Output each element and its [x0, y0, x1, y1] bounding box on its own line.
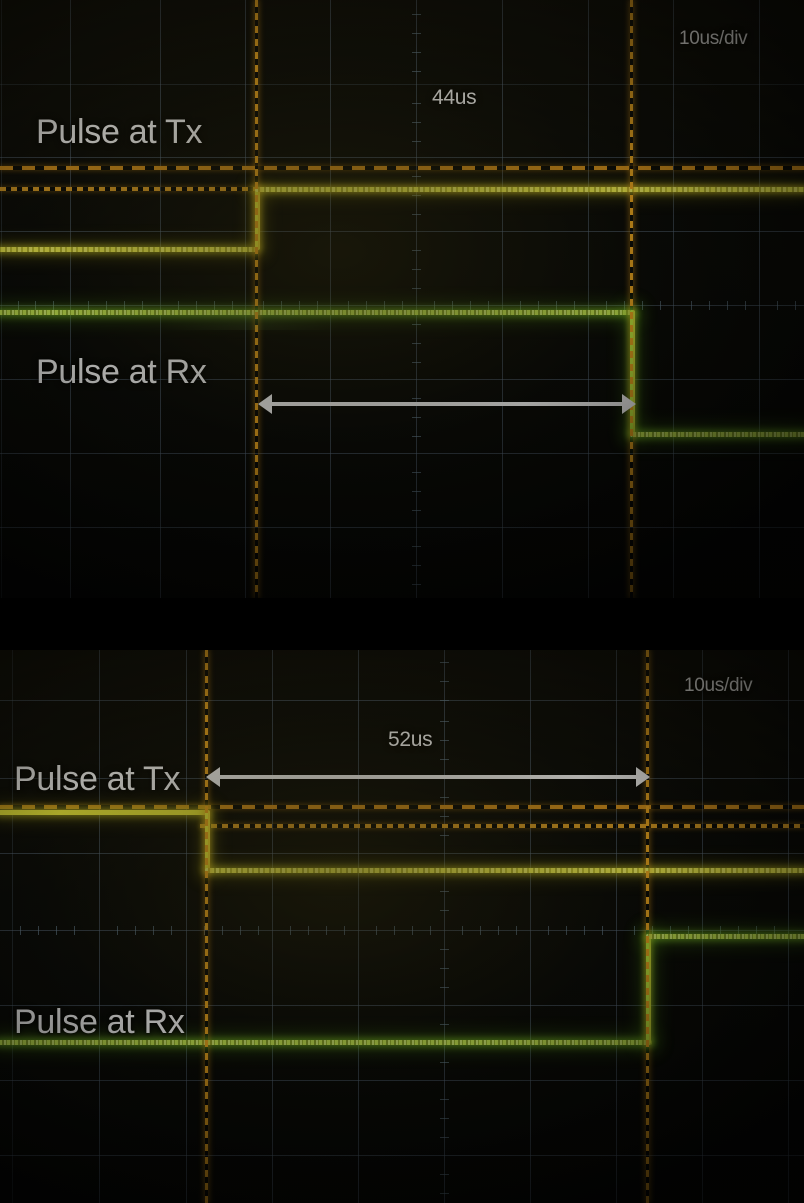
grid-line-vertical — [588, 0, 589, 598]
grid-line-vertical — [12, 650, 13, 1203]
grid-line-vertical — [416, 0, 417, 598]
channel-label-rx-bottom: Pulse at Rx — [14, 1003, 185, 1041]
cursor-vertical-1[interactable] — [255, 0, 258, 598]
grid-line-vertical — [99, 650, 100, 1203]
grid-line-vertical — [358, 650, 359, 1203]
grid-line-vertical — [759, 0, 760, 598]
scope-panel-top: 10us/div 44us Pulse at Tx Pulse at Rx — [0, 0, 804, 598]
grid-line-vertical — [673, 0, 674, 598]
arrow-head-left — [206, 767, 220, 787]
scope-panel-bottom: 10us/div 52us Pulse at Tx Pulse at Rx — [0, 650, 804, 1203]
arrow-head-left — [258, 394, 272, 414]
cursor-horizontal-1[interactable] — [0, 166, 804, 170]
grid-line-vertical — [530, 650, 531, 1203]
sensor-flare-artifact — [160, 312, 340, 330]
cursor-horizontal-1[interactable] — [0, 805, 804, 809]
tx-trace-high-segment — [255, 187, 804, 192]
timebase-label-bottom: 10us/div — [684, 675, 753, 696]
panel-separator — [0, 598, 804, 650]
grid-line-vertical — [186, 650, 187, 1203]
panel-warm-tint-overlay — [0, 0, 804, 598]
channel-label-rx-top: Pulse at Rx — [36, 353, 207, 391]
grid-line-vertical — [1, 0, 2, 598]
grid-line-vertical — [245, 0, 246, 598]
grid-line-horizontal — [0, 527, 804, 528]
tx-trace-rising-edge — [255, 188, 260, 250]
interval-label-top: 44us — [432, 86, 477, 109]
rx-trace-rising-edge — [646, 934, 651, 1044]
grid-line-vertical — [702, 650, 703, 1203]
cursor-vertical-2[interactable] — [630, 0, 633, 598]
cursor-vertical-1[interactable] — [205, 650, 208, 1203]
grid-line-horizontal — [0, 157, 804, 158]
timebase-label-top: 10us/div — [679, 28, 748, 49]
grid-line-horizontal — [0, 930, 804, 931]
cursor-horizontal-2[interactable] — [200, 824, 804, 828]
rx-trace-falling-edge — [630, 310, 635, 436]
tx-trace-high-segment — [0, 810, 208, 815]
interval-label-bottom: 52us — [388, 728, 433, 751]
rx-trace-high-segment — [0, 310, 635, 315]
grid-line-vertical — [160, 0, 161, 598]
grid-line-horizontal — [0, 453, 804, 454]
channel-label-tx-bottom: Pulse at Tx — [14, 760, 181, 798]
cursor-horizontal-2[interactable] — [0, 187, 804, 191]
grid-line-vertical — [70, 0, 71, 598]
grid-line-vertical — [502, 0, 503, 598]
grid-line-vertical — [272, 650, 273, 1203]
channel-label-tx-top: Pulse at Tx — [36, 113, 203, 151]
grid-line-vertical — [616, 650, 617, 1203]
tx-trace-low-segment — [0, 247, 258, 252]
tx-trace-falling-edge — [205, 810, 210, 872]
arrow-head-right — [622, 394, 636, 414]
grid-line-horizontal — [0, 853, 804, 854]
grid-line-horizontal — [0, 700, 804, 701]
panel-vignette-overlay — [0, 0, 804, 598]
rx-trace-low-segment — [630, 432, 804, 437]
grid-line-horizontal — [0, 1080, 804, 1081]
arrow-shaft — [267, 402, 627, 406]
grid-line-vertical — [444, 650, 445, 1203]
arrow-head-right — [636, 767, 650, 787]
grid-line-horizontal — [0, 1155, 804, 1156]
grid-line-vertical — [330, 0, 331, 598]
grid-line-horizontal — [0, 305, 804, 306]
interval-arrow-top — [258, 394, 636, 414]
grid-line-vertical — [788, 650, 789, 1203]
cursor-vertical-2[interactable] — [646, 650, 649, 1203]
grid-line-horizontal — [0, 231, 804, 232]
tx-trace-low-segment — [205, 868, 804, 873]
rx-trace-high-segment — [646, 934, 804, 939]
grid-line-horizontal — [0, 84, 804, 85]
